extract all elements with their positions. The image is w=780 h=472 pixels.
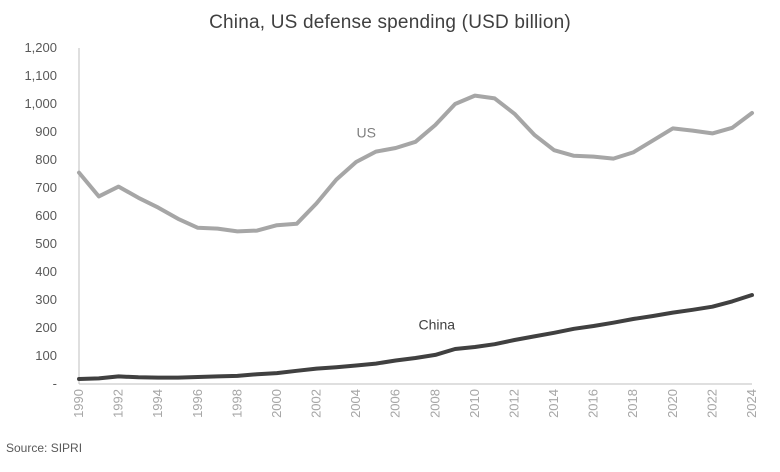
y-tick-label: - — [53, 376, 57, 391]
y-tick-label: 300 — [35, 292, 57, 307]
x-tick-label: 2004 — [348, 389, 363, 418]
x-tick-label: 1998 — [229, 389, 244, 418]
x-tick-label: 2014 — [546, 389, 561, 418]
series-line-us — [77, 93, 754, 234]
y-axis: - 100 200 300 400 500 600 700 800 900 1,000 1,100 1,… — [24, 40, 80, 391]
x-tick-label: 2006 — [388, 389, 403, 418]
y-tick-label: 400 — [35, 264, 57, 279]
y-tick-label: 200 — [35, 320, 57, 335]
series-label-layer: US China — [356, 125, 455, 333]
x-tick-label: 2008 — [427, 389, 442, 418]
x-tick-label: 1996 — [190, 389, 205, 418]
x-tick-label: 2000 — [269, 389, 284, 418]
x-tick-label: 2002 — [309, 389, 324, 418]
y-tick-label: 1,200 — [24, 40, 57, 55]
x-axis: 1990 1992 1994 1996 1998 2000 2002 2004 2006 2008… — [71, 383, 759, 418]
source-note: Source: SIPRI — [6, 441, 83, 455]
y-tick-label: 500 — [35, 236, 57, 251]
series-line-china — [77, 293, 754, 381]
x-tick-label: 1992 — [111, 389, 126, 418]
y-tick-label: 600 — [35, 208, 57, 223]
y-tick-label: 900 — [35, 124, 57, 139]
x-tick-label: 2024 — [744, 389, 759, 418]
y-tick-label: 1,000 — [24, 96, 57, 111]
x-tick-label: 1994 — [150, 389, 165, 418]
series-label-us: US — [356, 125, 375, 141]
y-tick-label: 800 — [35, 152, 57, 167]
x-tick-label: 2010 — [467, 389, 482, 418]
y-tick-label: 700 — [35, 180, 57, 195]
y-tick-label: 100 — [35, 348, 57, 363]
x-tick-label: 2012 — [506, 389, 521, 418]
series-label-china: China — [418, 316, 455, 332]
x-tick-label: 2018 — [625, 389, 640, 418]
y-tick-label: 1,100 — [24, 68, 57, 83]
x-tick-label: 2016 — [586, 389, 601, 418]
chart-title: China, US defense spending (USD billion) — [209, 12, 571, 33]
x-tick-label: 2020 — [665, 389, 680, 418]
series-layer — [77, 93, 754, 381]
x-tick-label: 2022 — [704, 389, 719, 418]
x-tick-label: 1990 — [71, 389, 86, 418]
